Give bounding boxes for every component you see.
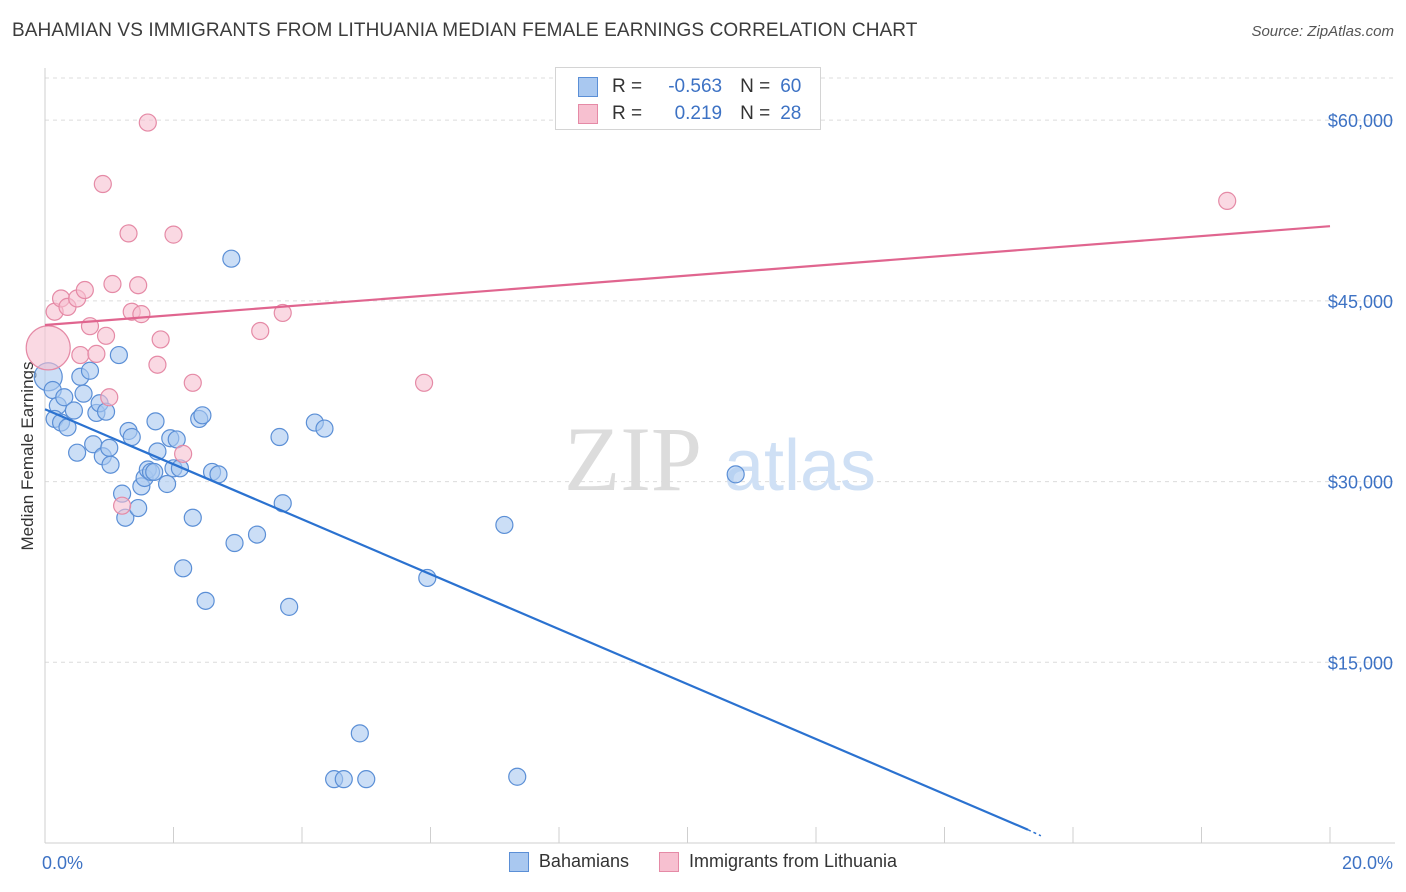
legend-r-value: -0.563 [668, 76, 723, 97]
bahamians-point [146, 412, 165, 431]
lithuania-point [164, 225, 183, 244]
y-tick-label: $45,000 [1328, 292, 1393, 312]
legend-label-lithuania: Immigrants from Lithuania [688, 851, 898, 871]
lithuania-point [414, 373, 434, 392]
bahamians-point [145, 462, 164, 482]
bahamians-point [55, 388, 74, 407]
legend-row-bahamians: R = -0.563 N = 60 [578, 74, 801, 100]
bahamians-point [174, 559, 193, 578]
bahamians-point [270, 427, 289, 447]
legend-row-lithuania: R = 0.219 N = 28 [578, 101, 801, 127]
axes [44, 68, 1395, 844]
lithuania-point [151, 330, 170, 349]
lithuania-point [100, 388, 119, 407]
bahamians-point [74, 384, 93, 403]
legend-swatch-pink [658, 851, 679, 872]
lithuania-point [25, 325, 71, 371]
bahamians-point [183, 508, 202, 527]
watermark-atlas: atlas [724, 426, 876, 506]
grid-lines [45, 77, 1395, 663]
chart-title: BAHAMIAN VS IMMIGRANTS FROM LITHUANIA ME… [12, 20, 918, 41]
tick-labels: $60,000 $45,000 $30,000 $15,000 0.0% 20.0% [42, 111, 1393, 873]
bahamians-trend-extension [1027, 829, 1042, 837]
lithuania-point [251, 321, 270, 341]
lithuania-point [183, 373, 202, 392]
lithuania-trend-line [44, 225, 1331, 327]
watermark-zip: ZIP [564, 408, 702, 510]
lithuania-point [138, 113, 157, 132]
bahamians-point [225, 533, 244, 553]
bahamians-point [222, 249, 241, 268]
y-tick-label: $30,000 [1328, 473, 1393, 493]
bahamians-point [357, 770, 376, 789]
bahamians-point [726, 465, 745, 484]
trend-lines [44, 225, 1331, 837]
bahamians-point [68, 443, 87, 462]
bahamians-point [247, 525, 267, 544]
lithuania-point [112, 496, 132, 515]
lithuania-point [148, 355, 167, 374]
legend-n-label: N = [740, 103, 771, 124]
bahamians-point [80, 361, 100, 380]
lithuania-point [129, 276, 148, 295]
legend-n-value: 60 [780, 76, 802, 97]
bahamians-point [495, 515, 514, 535]
bahamians-point [280, 597, 299, 616]
lithuania-point [75, 280, 94, 300]
bahamians-point [334, 770, 353, 789]
lithuania-point [119, 224, 138, 243]
data-points [25, 113, 1237, 789]
legend-item-bahamians[interactable]: Bahamians [508, 851, 629, 872]
legend-item-lithuania[interactable]: Immigrants from Lithuania [658, 851, 898, 872]
bahamians-point [101, 455, 120, 474]
legend-swatch-blue [578, 77, 598, 97]
legend-swatch-pink [578, 104, 598, 124]
bahamians-point [129, 498, 148, 518]
x-tick-label-min: 0.0% [42, 853, 83, 873]
legend-r-label: R = [612, 76, 643, 97]
bahamians-trend-line [44, 408, 1029, 831]
bahamians-point [315, 419, 334, 438]
bahamians-point [100, 438, 119, 457]
legend-n-label: N = [740, 76, 771, 97]
lithuania-point [103, 274, 122, 294]
lithuania-point [174, 444, 193, 463]
x-tick-label-max: 20.0% [1342, 853, 1393, 873]
bahamians-point [508, 767, 527, 786]
lithuania-point [132, 305, 151, 324]
bahamians-point [64, 401, 84, 420]
bahamians-point [350, 724, 369, 743]
lithuania-point [96, 326, 116, 345]
legend-swatch-blue [508, 851, 529, 872]
bahamians-point [193, 406, 212, 425]
lithuania-point [1218, 191, 1237, 210]
legend-label-bahamians: Bahamians [538, 851, 629, 871]
lithuania-point [71, 345, 90, 365]
y-tick-label: $60,000 [1328, 111, 1393, 131]
lithuania-point [93, 174, 112, 194]
watermark: ZIP atlas [564, 408, 876, 510]
bahamians-point [109, 345, 128, 365]
legend-n-value: 28 [780, 103, 802, 124]
bahamians-point [157, 474, 177, 494]
series-legend: Bahamians Immigrants from Lithuania [0, 851, 1406, 872]
lithuania-point [273, 303, 292, 323]
lithuania-point [87, 344, 106, 363]
bahamians-point [196, 591, 215, 610]
legend-r-label: R = [612, 103, 643, 124]
y-tick-label: $15,000 [1328, 653, 1393, 673]
legend-r-value: 0.219 [674, 103, 723, 124]
stats-legend: R = -0.563 N = 60 R = 0.219 N = 28 [555, 67, 821, 130]
source-label: Source: ZipAtlas.com [1251, 23, 1394, 40]
